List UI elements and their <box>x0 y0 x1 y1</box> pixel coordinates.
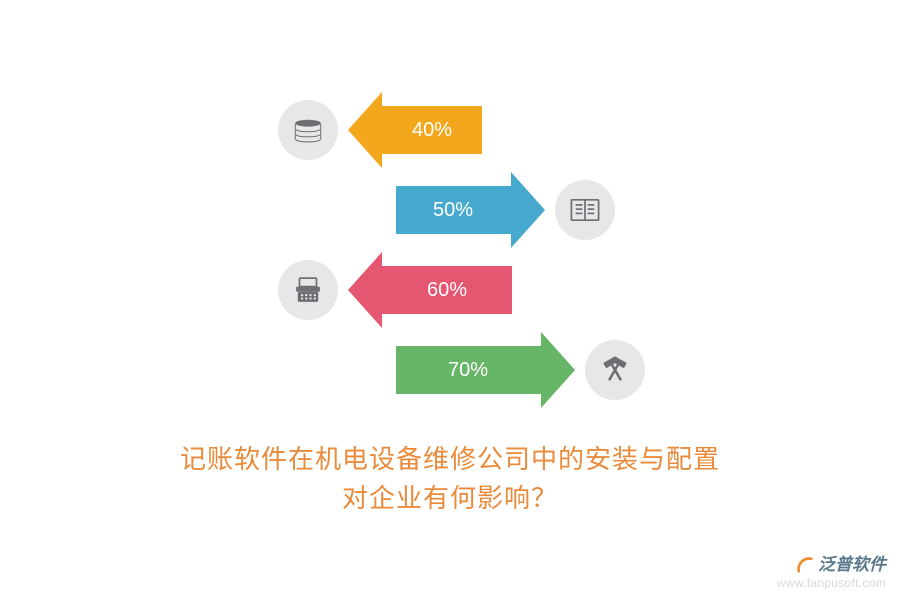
arrow-3: 60% <box>348 266 512 314</box>
watermark: 泛普软件 www.fanpusoft.com <box>777 555 886 590</box>
arrow-row-3: 60% <box>185 250 605 330</box>
arrow-label-4: 70% <box>396 346 541 394</box>
arrow-head-2 <box>511 172 545 248</box>
arrow-row-2: 50% <box>295 170 715 250</box>
arrow-label-1: 40% <box>382 106 482 154</box>
arrow-head-4 <box>541 332 575 408</box>
arrow-2: 50% <box>396 186 545 234</box>
arrow-row-1: 40% <box>170 90 590 170</box>
typewriter-icon <box>278 260 338 320</box>
arrow-label-2: 50% <box>396 186 511 234</box>
caption-line1: 记账软件在机电设备维修公司中的安装与配置 <box>0 440 900 479</box>
watermark-url: www.fanpusoft.com <box>777 576 886 590</box>
arrow-label-3: 60% <box>382 266 512 314</box>
books-icon <box>278 100 338 160</box>
watermark-brand: 泛普软件 <box>777 555 886 575</box>
arrow-head-1 <box>348 92 382 168</box>
arrow-head-3 <box>348 252 382 328</box>
caption-line2: 对企业有何影响？ <box>0 479 900 518</box>
arrow-1: 40% <box>348 106 482 154</box>
hammers-icon <box>585 340 645 400</box>
arrow-row-4: 70% <box>310 330 730 410</box>
openbook-icon <box>555 180 615 240</box>
watermark-brand-text: 泛普软件 <box>818 555 886 575</box>
caption: 记账软件在机电设备维修公司中的安装与配置 对企业有何影响？ <box>0 440 900 518</box>
arrow-4: 70% <box>396 346 575 394</box>
watermark-arc-icon <box>796 556 814 574</box>
